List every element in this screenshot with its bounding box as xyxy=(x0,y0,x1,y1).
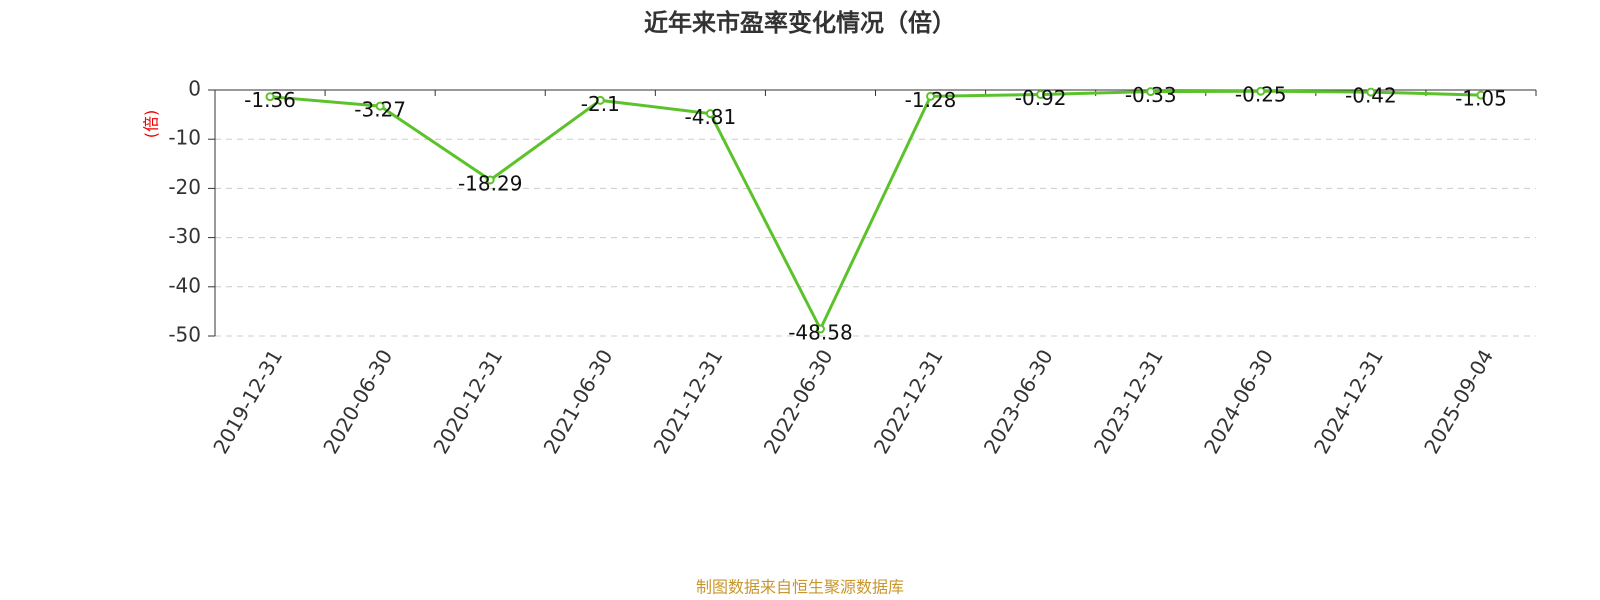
data-label: -18.29 xyxy=(458,171,522,195)
data-label: -0.25 xyxy=(1235,83,1287,107)
data-label: -3.27 xyxy=(354,98,406,122)
x-tick-label: 2023-12-31 xyxy=(1089,345,1168,458)
y-tick-label: 0 xyxy=(188,77,201,101)
data-point xyxy=(705,109,715,119)
chart-title: 近年来市盈率变化情况（倍） xyxy=(644,9,956,37)
x-tick-label: 2022-06-30 xyxy=(759,345,838,458)
y-tick-label: -50 xyxy=(168,323,201,347)
x-tick-label: 2020-12-31 xyxy=(428,345,507,458)
data-label: -1.28 xyxy=(905,88,957,112)
data-point xyxy=(1036,90,1046,100)
x-tick-label: 2021-12-31 xyxy=(649,345,728,458)
data-point xyxy=(265,92,275,102)
series-line xyxy=(269,89,1482,333)
x-tick-label: 2022-12-31 xyxy=(869,345,948,458)
data-point xyxy=(1366,87,1376,97)
data-point xyxy=(1256,86,1266,96)
data-point xyxy=(375,101,385,111)
data-label: -4.81 xyxy=(685,105,737,129)
data-label: -2.1 xyxy=(581,92,620,116)
data-label: -1.36 xyxy=(244,88,296,112)
data-point xyxy=(485,175,495,185)
data-label: -0.33 xyxy=(1125,83,1177,107)
data-point xyxy=(595,95,605,105)
data-point xyxy=(815,324,825,334)
y-tick-label: -40 xyxy=(168,273,201,297)
x-tick-label: 2021-06-30 xyxy=(538,345,617,458)
data-label: -0.92 xyxy=(1015,86,1067,110)
y-tick-label: -20 xyxy=(168,175,201,199)
data-point xyxy=(926,91,936,101)
y-axis-label: (倍) xyxy=(142,110,161,139)
x-tick-label: 2023-06-30 xyxy=(979,345,1058,458)
data-label: -0.42 xyxy=(1345,84,1397,108)
source-note: 制图数据来自恒生聚源数据库 xyxy=(696,578,904,597)
data-label: -48.58 xyxy=(788,321,852,345)
y-tick-label: -10 xyxy=(168,126,201,150)
y-tick-label: -30 xyxy=(168,224,201,248)
data-label: -1.05 xyxy=(1455,87,1507,111)
data-point xyxy=(1476,90,1486,100)
x-tick-label: 2025-09-04 xyxy=(1419,345,1498,458)
data-point xyxy=(1146,87,1156,97)
x-tick-label: 2024-06-30 xyxy=(1199,345,1278,458)
x-tick-label: 2020-06-30 xyxy=(318,345,397,458)
x-tick-label: 2019-12-31 xyxy=(208,345,287,458)
x-tick-label: 2024-12-31 xyxy=(1309,345,1388,458)
